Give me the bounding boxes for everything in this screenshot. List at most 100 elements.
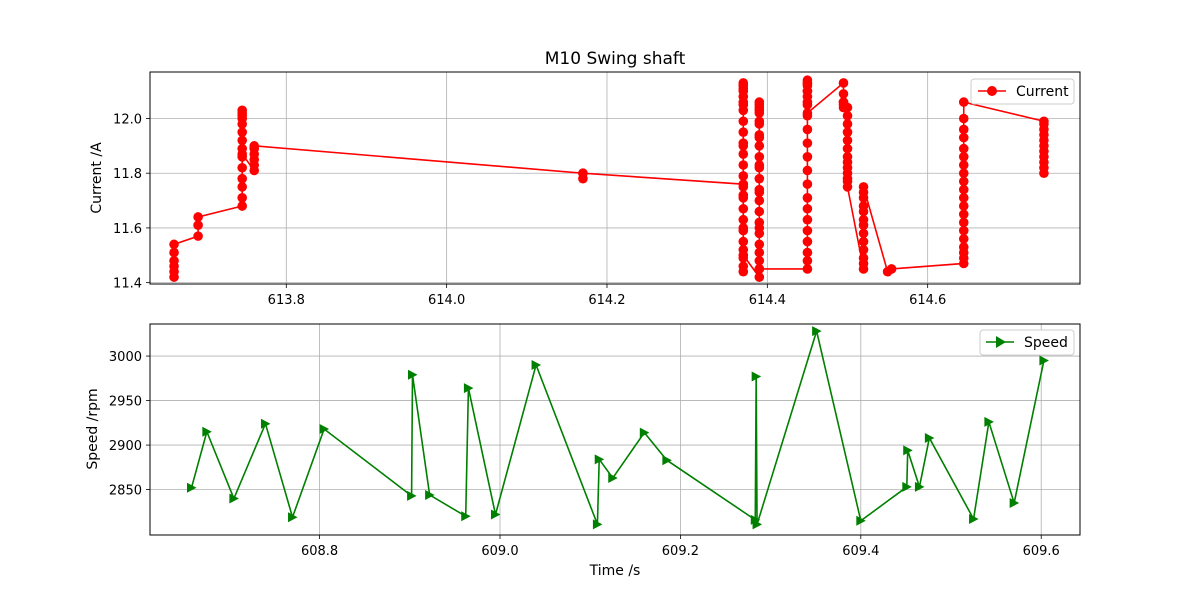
current-data-point: [842, 182, 853, 192]
current-data-point: [754, 160, 765, 170]
current-y-tick-label: 11.6: [113, 222, 142, 237]
current-data-point: [958, 124, 969, 135]
current-data-point: [858, 228, 869, 239]
speed-data-point: [662, 455, 672, 466]
current-data-point: [802, 86, 813, 96]
speed-x-tick-label: 609.0: [481, 544, 518, 559]
speed-data-point: [856, 515, 866, 526]
current-x-tick-label: 614.6: [909, 293, 946, 308]
current-y-tick-label: 11.4: [113, 277, 142, 292]
current-x-ticks: 613.8 614.0 614.2 614.4 614.6: [268, 284, 946, 308]
current-data-point: [754, 247, 765, 258]
speed-x-tick-label: 609.6: [1023, 544, 1060, 559]
current-data-point: [802, 264, 813, 274]
speed-data-point: [186, 482, 197, 493]
speed-data-point: [969, 513, 979, 524]
current-data-point: [802, 97, 813, 107]
current-data-point: [237, 105, 247, 116]
speed-data-point: [407, 369, 418, 380]
current-data-point: [738, 250, 749, 261]
current-data-point: [958, 160, 969, 170]
current-data-point: [738, 182, 749, 192]
current-data-point: [838, 89, 849, 99]
speed-data-point: [425, 489, 435, 500]
speed-data-point: [812, 326, 822, 337]
current-data-point: [237, 149, 247, 159]
current-x-tick-label: 614.0: [428, 293, 465, 308]
speed-legend: Speed: [979, 329, 1075, 356]
current-data-point: [842, 102, 853, 113]
current-data-point: [958, 234, 969, 244]
speed-data-point: [984, 416, 994, 427]
current-data-point: [738, 203, 749, 214]
current-data-point: [802, 203, 813, 214]
speed-chart: 608.8 609.0 609.2 609.4 609.6 2850 2900 2950 30…: [85, 323, 1081, 579]
speed-data-point: [608, 473, 618, 484]
current-data-point: [858, 245, 869, 255]
current-data-point: [249, 141, 260, 151]
current-x-tick-label: 614.2: [588, 293, 625, 308]
current-data-point: [858, 201, 869, 211]
current-data-point: [842, 119, 853, 129]
current-data-point: [858, 253, 869, 263]
current-data-point: [802, 247, 813, 258]
current-data-point: [802, 108, 813, 118]
current-data-point: [738, 149, 749, 159]
current-data-point: [754, 132, 765, 143]
current-x-tick-label: 613.8: [268, 293, 305, 308]
current-data-point: [802, 124, 813, 135]
speed-data-point: [531, 359, 542, 370]
current-data-point: [738, 214, 749, 225]
speed-legend-box: [979, 329, 1075, 356]
current-data-point: [802, 152, 813, 162]
current-y-ticks: 11.4 11.6 11.8 12.0: [113, 113, 150, 292]
speed-data-point: [1009, 497, 1020, 508]
current-y-tick-label: 11.8: [113, 167, 142, 182]
speed-data-point: [751, 371, 762, 382]
current-data-point: [802, 179, 813, 189]
current-data-point: [958, 242, 969, 252]
current-data-point: [958, 132, 969, 143]
current-data-point: [958, 217, 969, 228]
current-data-point: [578, 168, 588, 179]
speed-data-point: [752, 519, 763, 530]
speed-data-point: [490, 509, 501, 520]
current-data-point: [237, 193, 247, 203]
current-data-point: [842, 135, 853, 146]
current-data-point: [754, 206, 765, 217]
current-data-point: [802, 78, 813, 88]
current-data-point: [802, 193, 813, 203]
speed-legend-label: Speed: [1024, 335, 1068, 351]
speed-x-ticks: 608.8 609.0 609.2 609.4 609.6: [301, 535, 1060, 559]
speed-y-axis-label: Speed /rpm: [85, 388, 101, 469]
current-data-point: [237, 173, 247, 184]
current-data-point: [237, 201, 247, 211]
current-legend-label: Current: [1016, 84, 1069, 100]
current-data-point: [237, 162, 247, 173]
speed-data-point: [914, 481, 925, 492]
speed-plot-frame: [149, 323, 1081, 536]
current-data-point: [754, 239, 765, 250]
speed-data-point: [202, 426, 212, 437]
current-data-point: [754, 152, 765, 162]
current-data-point: [237, 135, 247, 146]
current-data-point: [958, 113, 969, 124]
current-y-tick-label: 12.0: [113, 113, 142, 128]
current-data-point: [886, 264, 897, 274]
current-data-point: [802, 225, 813, 236]
current-data-point: [738, 116, 749, 127]
current-data-point: [958, 193, 969, 203]
current-series-markers: [169, 75, 1049, 282]
current-data-point: [838, 78, 849, 88]
speed-x-tick-label: 609.4: [842, 544, 879, 559]
current-data-point: [193, 231, 203, 241]
speed-data-point: [903, 445, 913, 456]
current-data-point: [754, 264, 765, 274]
current-data-point: [958, 152, 969, 162]
current-chart: M10 Swing shaft 613.8 614.0 614.2 614.4 614.…: [89, 49, 1081, 308]
current-data-point: [842, 110, 853, 121]
current-data-point: [193, 220, 203, 230]
speed-x-tick-label: 609.2: [662, 544, 699, 559]
current-data-point: [754, 272, 765, 282]
